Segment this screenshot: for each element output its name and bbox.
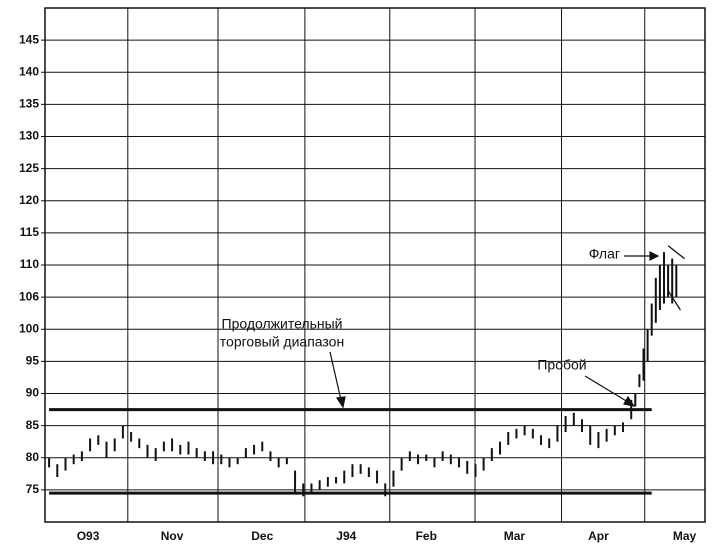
y-tick-label: 95 xyxy=(26,354,40,368)
flag-label: Флаг xyxy=(589,246,620,262)
y-tick-label: 110 xyxy=(20,257,40,271)
y-tick-label: 145 xyxy=(19,32,39,46)
flag-line xyxy=(667,245,685,260)
x-tick-label: Apr xyxy=(588,529,609,543)
x-tick-label: Dec xyxy=(251,529,273,543)
y-tick-label: 125 xyxy=(19,161,39,175)
x-tick-label: Feb xyxy=(416,529,437,543)
y-tick-label: 106 xyxy=(19,289,39,303)
flag-line xyxy=(667,290,681,311)
y-tick-label: 140 xyxy=(19,64,39,78)
x-tick-label: May xyxy=(673,529,697,543)
y-tick-label: 135 xyxy=(19,97,39,111)
range-label: Продолжительный xyxy=(222,316,343,332)
y-tick-label: 85 xyxy=(26,418,40,432)
x-tick-label: Mar xyxy=(504,529,526,543)
y-tick-label: 115 xyxy=(20,225,40,239)
range-label: торговый диапазон xyxy=(220,334,344,350)
x-tick-label: J94 xyxy=(336,529,356,543)
x-tick-label: O93 xyxy=(77,529,100,543)
x-tick-label: Nov xyxy=(161,529,184,543)
y-tick-label: 130 xyxy=(19,129,39,143)
y-tick-label: 120 xyxy=(19,193,39,207)
y-tick-label: 75 xyxy=(26,482,40,496)
y-tick-label: 100 xyxy=(19,321,39,335)
y-tick-label: 80 xyxy=(26,450,40,464)
y-tick-label: 90 xyxy=(26,386,40,400)
